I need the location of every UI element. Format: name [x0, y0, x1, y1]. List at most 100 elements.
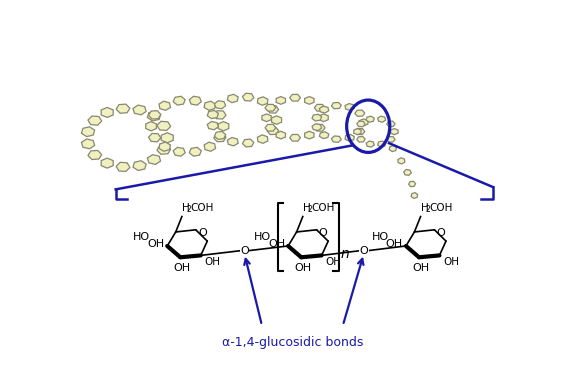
Polygon shape	[101, 158, 113, 168]
Polygon shape	[218, 122, 229, 131]
Polygon shape	[265, 104, 276, 111]
Polygon shape	[398, 158, 405, 164]
Polygon shape	[271, 116, 282, 124]
Polygon shape	[159, 142, 170, 151]
Polygon shape	[267, 127, 279, 135]
Text: OH: OH	[325, 257, 342, 267]
Text: OH: OH	[173, 263, 190, 273]
Polygon shape	[319, 132, 329, 138]
Polygon shape	[227, 94, 238, 103]
Polygon shape	[386, 136, 395, 142]
Polygon shape	[391, 129, 398, 135]
Polygon shape	[82, 127, 95, 136]
Polygon shape	[227, 138, 238, 146]
Polygon shape	[267, 106, 279, 113]
Polygon shape	[356, 136, 365, 142]
Polygon shape	[133, 105, 146, 115]
Polygon shape	[88, 116, 102, 125]
Text: H: H	[303, 203, 311, 213]
Polygon shape	[276, 131, 286, 139]
Polygon shape	[378, 116, 386, 122]
Polygon shape	[243, 93, 254, 101]
Polygon shape	[290, 135, 301, 141]
Polygon shape	[208, 110, 218, 118]
Polygon shape	[315, 124, 325, 131]
Polygon shape	[204, 101, 216, 110]
Text: OH: OH	[205, 257, 221, 267]
Text: HO: HO	[254, 232, 271, 242]
Text: OH: OH	[386, 239, 403, 249]
Polygon shape	[331, 102, 342, 109]
Text: O: O	[198, 228, 206, 238]
Polygon shape	[258, 135, 268, 143]
Polygon shape	[214, 101, 226, 109]
Polygon shape	[147, 154, 160, 165]
Polygon shape	[319, 106, 329, 113]
Text: H: H	[420, 203, 428, 213]
Text: n: n	[340, 246, 349, 260]
Polygon shape	[101, 108, 113, 117]
Polygon shape	[411, 193, 417, 198]
Polygon shape	[386, 121, 395, 127]
Polygon shape	[88, 151, 102, 160]
Polygon shape	[345, 135, 354, 141]
Polygon shape	[161, 133, 173, 143]
Text: OH: OH	[443, 257, 459, 267]
Text: O: O	[359, 246, 368, 256]
Text: O: O	[319, 228, 328, 238]
Polygon shape	[173, 147, 185, 156]
Polygon shape	[312, 124, 321, 131]
Polygon shape	[366, 116, 374, 122]
Polygon shape	[145, 122, 156, 131]
Polygon shape	[262, 114, 271, 122]
Polygon shape	[243, 139, 254, 147]
Polygon shape	[404, 170, 411, 175]
Text: O: O	[240, 246, 249, 256]
Text: 2: 2	[308, 205, 313, 214]
Polygon shape	[116, 162, 130, 171]
Text: HO: HO	[372, 232, 389, 242]
Polygon shape	[82, 139, 95, 149]
Text: O: O	[436, 228, 446, 238]
Polygon shape	[359, 119, 368, 126]
Polygon shape	[258, 97, 268, 105]
Polygon shape	[319, 114, 328, 122]
Polygon shape	[409, 181, 416, 187]
Text: 2: 2	[426, 205, 430, 214]
Polygon shape	[173, 96, 185, 105]
Text: HO: HO	[133, 232, 150, 242]
Polygon shape	[345, 104, 354, 110]
Polygon shape	[315, 104, 325, 111]
Polygon shape	[116, 104, 130, 113]
Text: COH: COH	[190, 203, 214, 213]
Text: OH: OH	[268, 239, 285, 249]
Polygon shape	[157, 121, 171, 131]
Polygon shape	[312, 114, 321, 121]
Polygon shape	[148, 133, 161, 142]
Polygon shape	[133, 161, 146, 170]
Text: OH: OH	[147, 239, 164, 249]
Polygon shape	[389, 145, 397, 152]
Polygon shape	[305, 97, 314, 104]
Polygon shape	[189, 96, 201, 105]
Polygon shape	[366, 141, 374, 147]
Polygon shape	[355, 129, 365, 135]
Polygon shape	[331, 136, 342, 142]
Polygon shape	[214, 111, 226, 119]
Polygon shape	[204, 142, 216, 151]
Polygon shape	[159, 101, 170, 110]
Polygon shape	[157, 145, 171, 154]
Text: COH: COH	[429, 203, 453, 213]
Polygon shape	[214, 131, 226, 140]
Text: α-1,4-glucosidic bonds: α-1,4-glucosidic bonds	[222, 335, 363, 349]
Text: 2: 2	[187, 205, 191, 214]
Text: OH: OH	[412, 263, 429, 273]
Polygon shape	[147, 111, 160, 121]
Polygon shape	[378, 141, 386, 147]
Polygon shape	[208, 122, 218, 130]
Polygon shape	[356, 121, 365, 127]
Polygon shape	[354, 129, 361, 135]
Text: OH: OH	[294, 263, 311, 273]
Polygon shape	[189, 147, 201, 156]
Polygon shape	[214, 133, 226, 142]
